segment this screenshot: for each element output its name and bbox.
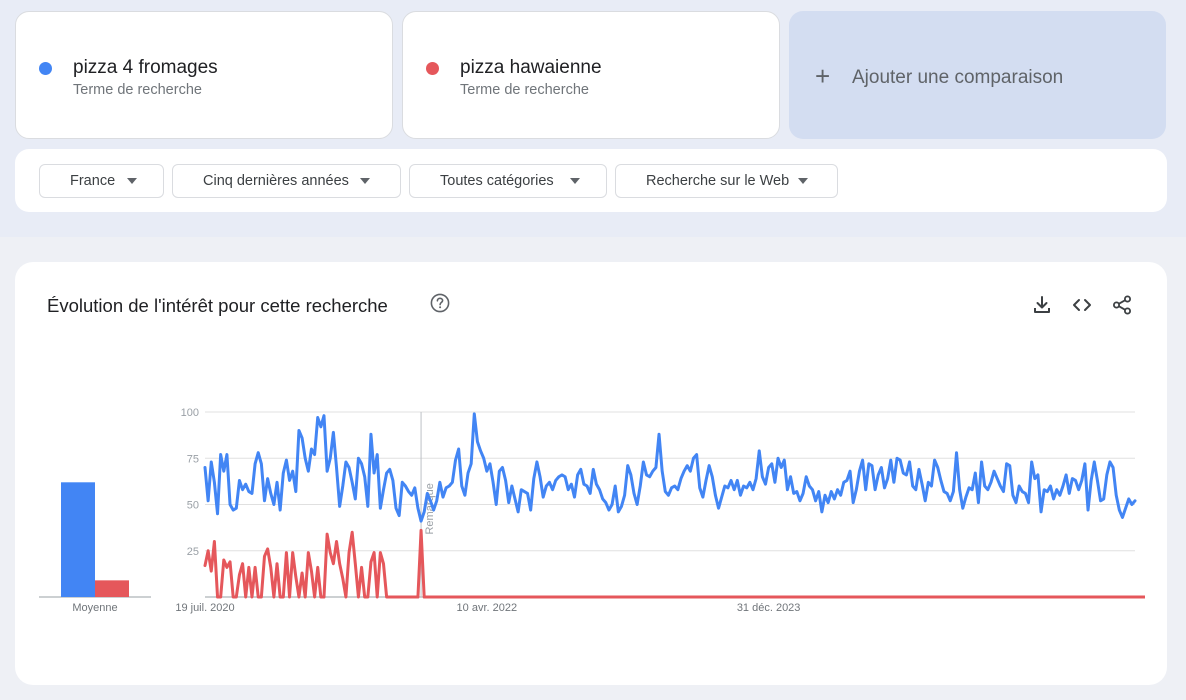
x-tick-label: 10 avr. 2022 [457, 602, 518, 614]
plus-icon: + [815, 61, 831, 91]
interest-line-chart: 25 50 75 100 19 juil. 2020 10 avr. 2022 31 déc… [175, 407, 1145, 614]
share-icon[interactable] [1111, 294, 1133, 316]
filter-label: France [70, 173, 116, 189]
filter-label: Cinq dernières années [203, 173, 349, 189]
term-card-1[interactable]: pizza 4 fromages Terme de recherche [15, 11, 393, 139]
term-name: pizza hawaienne [460, 57, 602, 78]
average-bar [61, 482, 95, 597]
card-title: Évolution de l'intérêt pour cette recher… [47, 295, 388, 316]
chevron-down-icon [570, 178, 580, 184]
term-color-dot [39, 62, 52, 75]
filter-region-dropdown[interactable]: France [39, 164, 164, 198]
filter-label: Toutes catégories [440, 173, 554, 189]
average-bar-chart: Moyenne [39, 482, 151, 614]
filter-search-type-dropdown[interactable]: Recherche sur le Web [615, 164, 838, 198]
chevron-down-icon [127, 178, 137, 184]
filter-category-dropdown[interactable]: Toutes catégories [409, 164, 607, 198]
download-icon[interactable] [1031, 294, 1053, 316]
y-tick-label: 75 [187, 453, 199, 465]
series-line[interactable] [203, 412, 1137, 523]
add-comparison-label: Ajouter une comparaison [852, 67, 1064, 88]
term-name: pizza 4 fromages [73, 57, 218, 78]
average-label: Moyenne [72, 602, 117, 614]
x-tick-label: 19 juil. 2020 [175, 602, 234, 614]
term-card-2[interactable]: pizza hawaienne Terme de recherche [402, 11, 780, 139]
term-color-dot [426, 62, 439, 75]
y-tick-label: 25 [187, 546, 199, 558]
y-tick-label: 50 [187, 500, 199, 512]
x-tick-label: 31 déc. 2023 [737, 602, 801, 614]
filter-label: Recherche sur le Web [646, 173, 790, 189]
filter-period-dropdown[interactable]: Cinq dernières années [172, 164, 401, 198]
term-subtitle: Terme de recherche [73, 82, 202, 98]
embed-code-icon[interactable] [1071, 294, 1093, 316]
series-line[interactable] [203, 528, 1145, 599]
chevron-down-icon [798, 178, 808, 184]
chevron-down-icon [360, 178, 370, 184]
y-tick-label: 100 [181, 407, 199, 419]
help-icon[interactable] [430, 293, 450, 313]
interest-over-time-card: Évolution de l'intérêt pour cette recher… [15, 262, 1167, 685]
average-bar [95, 580, 129, 597]
filter-bar: France Cinq dernières années Toutes caté… [15, 149, 1167, 212]
add-comparison-button[interactable]: + Ajouter une comparaison [789, 11, 1166, 139]
term-subtitle: Terme de recherche [460, 82, 589, 98]
